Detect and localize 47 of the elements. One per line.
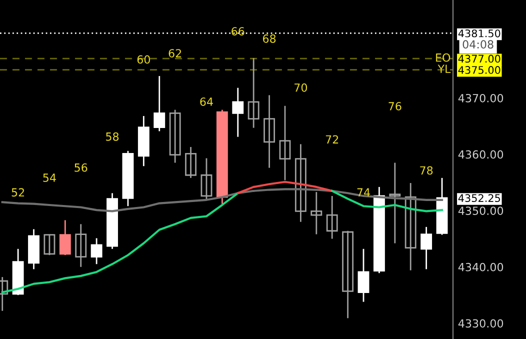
candlestick [389, 162, 401, 244]
text: 66 [232, 27, 244, 36]
text: 52 [12, 188, 24, 197]
candlestick [200, 158, 212, 201]
text: 74 [357, 188, 370, 196]
candlestick [232, 87, 244, 138]
candlestick [358, 248, 370, 303]
candlestick [59, 219, 71, 256]
text: 72 [326, 135, 338, 144]
text: 58 [106, 132, 119, 141]
candlestick [154, 75, 166, 132]
candlestick [294, 143, 306, 223]
y-tick-label: 4377.00 [458, 54, 500, 63]
y-tick-label: 4352.25 [458, 194, 500, 202]
text: 54 [43, 174, 56, 182]
y-tick-label: 4330.00 [458, 319, 504, 328]
text: 78 [420, 166, 433, 175]
y-tick-label: 4340.00 [458, 262, 504, 272]
candlestick [248, 57, 260, 129]
candlestick [44, 234, 56, 256]
candlestick [342, 230, 354, 319]
candlestick [90, 238, 102, 265]
y-tick-label: 4370.00 [458, 94, 504, 102]
text: 62 [168, 49, 182, 58]
candlestick [264, 94, 276, 169]
text: 64 [200, 98, 213, 106]
candlestick [75, 223, 87, 268]
candlestick [420, 226, 432, 270]
text: 56 [74, 163, 88, 172]
line-series [236, 180, 334, 194]
candlestick [185, 146, 196, 179]
text: 70 [294, 83, 308, 92]
candlestick [310, 191, 322, 235]
ref-line-label: YL [438, 64, 451, 73]
text: 76 [388, 102, 402, 110]
y-tick-label: 4350.00 [458, 206, 504, 215]
y-tick-label: 4381.50 [458, 29, 500, 38]
y-tick-label: 4375.00 [458, 66, 500, 74]
candlestick [404, 182, 416, 271]
candlestick [169, 109, 181, 164]
text: 60 [137, 55, 150, 64]
y-tick-label: 4360.00 [458, 150, 504, 159]
candlestick [279, 105, 291, 181]
ref-line-label: EO [436, 53, 450, 62]
text: 68 [262, 34, 276, 43]
text: 04:08 [462, 40, 494, 49]
candlestick [326, 195, 338, 240]
